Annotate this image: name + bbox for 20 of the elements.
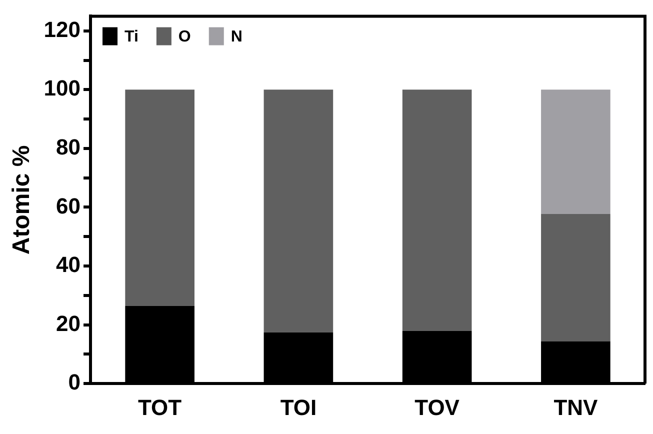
legend-label: O bbox=[178, 28, 191, 46]
y-tick-label: 0 bbox=[68, 370, 81, 395]
x-tick-label: TOT bbox=[138, 394, 182, 420]
bar bbox=[541, 214, 610, 342]
y-tick-label: 60 bbox=[56, 193, 81, 218]
bar bbox=[264, 90, 334, 332]
x-tick-label: TNV bbox=[554, 394, 598, 420]
y-tick-label: 20 bbox=[56, 310, 81, 336]
bar bbox=[402, 90, 472, 331]
bar bbox=[125, 90, 194, 306]
bar bbox=[541, 90, 610, 214]
y-tick-label: 120 bbox=[44, 16, 81, 42]
y-axis-title: Atomic % bbox=[8, 145, 36, 255]
legend-label: N bbox=[230, 28, 242, 46]
y-tick-label: 80 bbox=[56, 134, 81, 160]
legend-label: Ti bbox=[124, 28, 138, 46]
x-tick-label: TOI bbox=[280, 394, 317, 420]
x-tick-label: TOV bbox=[414, 394, 460, 420]
y-tick-label: 40 bbox=[56, 252, 81, 278]
y-tick-label: 100 bbox=[44, 76, 81, 101]
